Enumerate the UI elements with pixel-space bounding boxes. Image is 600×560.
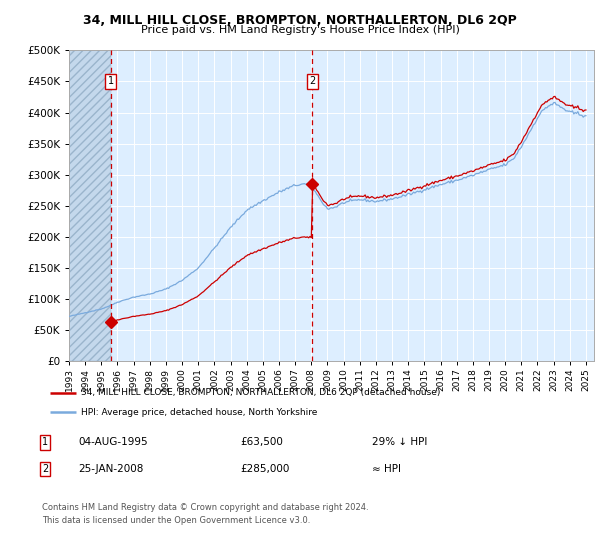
Text: £285,000: £285,000	[240, 464, 289, 474]
Text: Price paid vs. HM Land Registry's House Price Index (HPI): Price paid vs. HM Land Registry's House …	[140, 25, 460, 35]
Text: ≈ HPI: ≈ HPI	[372, 464, 401, 474]
Text: HPI: Average price, detached house, North Yorkshire: HPI: Average price, detached house, Nort…	[81, 408, 317, 417]
Text: 34, MILL HILL CLOSE, BROMPTON, NORTHALLERTON, DL6 2QP (detached house): 34, MILL HILL CLOSE, BROMPTON, NORTHALLE…	[81, 388, 440, 397]
Text: 25-JAN-2008: 25-JAN-2008	[78, 464, 143, 474]
Text: 04-AUG-1995: 04-AUG-1995	[78, 437, 148, 447]
Bar	[69, 50, 110, 361]
Text: 29% ↓ HPI: 29% ↓ HPI	[372, 437, 427, 447]
Text: 34, MILL HILL CLOSE, BROMPTON, NORTHALLERTON, DL6 2QP: 34, MILL HILL CLOSE, BROMPTON, NORTHALLE…	[83, 14, 517, 27]
Text: This data is licensed under the Open Government Licence v3.0.: This data is licensed under the Open Gov…	[42, 516, 310, 525]
Text: £63,500: £63,500	[240, 437, 283, 447]
Text: 1: 1	[107, 77, 114, 86]
Text: 1: 1	[42, 437, 48, 447]
Text: 2: 2	[42, 464, 48, 474]
Text: Contains HM Land Registry data © Crown copyright and database right 2024.: Contains HM Land Registry data © Crown c…	[42, 503, 368, 512]
Text: 2: 2	[310, 77, 316, 86]
